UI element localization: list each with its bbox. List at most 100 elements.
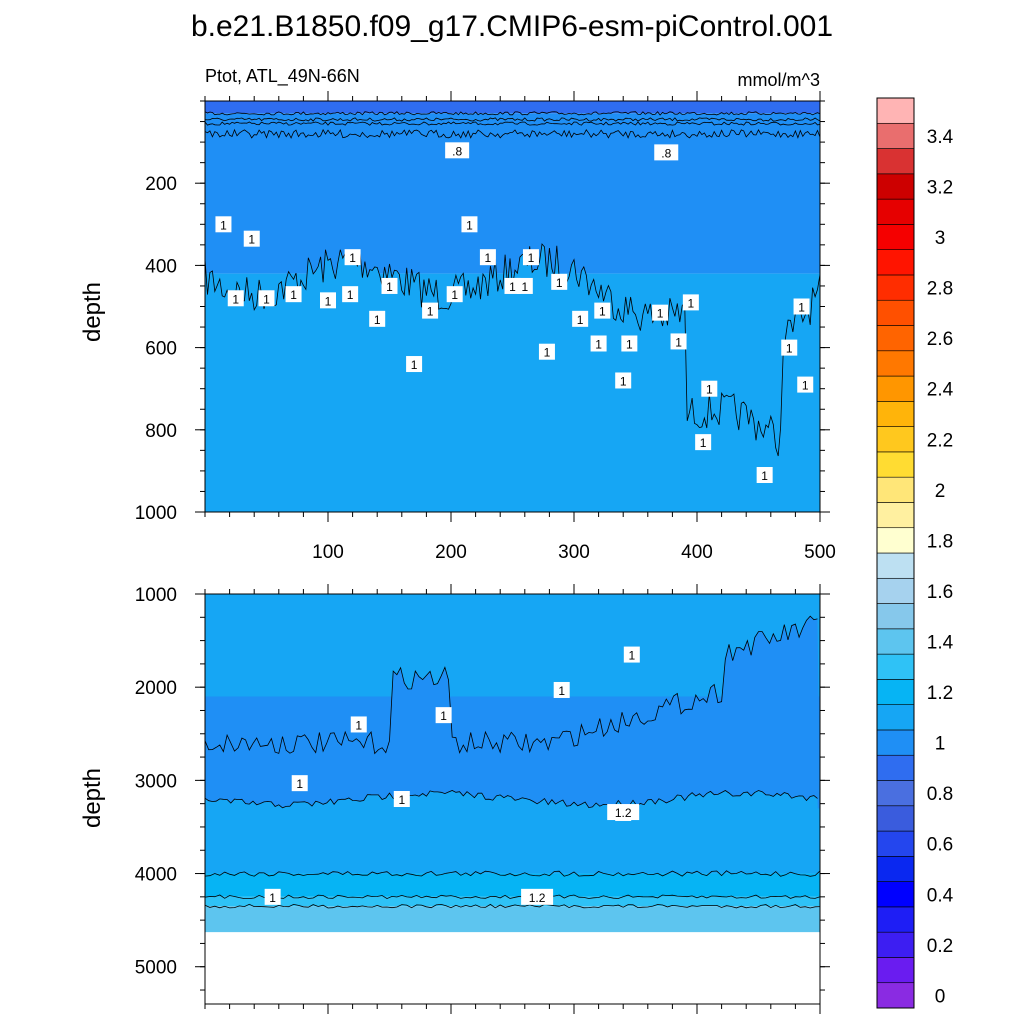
colorbar-swatch-0 [876,982,915,1009]
colorbar-swatch-10 [876,729,915,756]
colorbar-swatch-29 [876,249,915,276]
contour-label-bg-upper-34 [797,376,814,393]
colorbar-swatch-34 [876,122,915,149]
left-label: Ptot, ATL_49N-66N [205,66,360,87]
colorbar-label-16: 3.2 [927,177,953,198]
colorbar-swatch-20 [876,476,915,503]
contour-label-bg-upper-28 [682,294,699,311]
contour-label-upper-24: 1 [620,374,627,388]
contour-label-lower-9: 1.2 [615,806,632,820]
colorbar-swatch-26 [876,325,915,352]
colorbar-swatch-4 [876,881,915,908]
upper-y-axis-label: depth [79,282,106,342]
contour-line-upper-surface-2 [204,121,821,126]
contour-label-bg-upper-4 [227,290,244,307]
contour-label-bg-upper-31 [756,467,773,484]
contour-label-upper-0: .8 [452,144,462,158]
region-fill-lower-4 [205,896,820,907]
colorbar-label-4: 0.8 [927,784,953,805]
colorbar-label-1: 0.2 [927,936,953,957]
contour-label-bg-upper-21 [572,310,589,327]
contour-line-upper-surface-0 [204,111,821,116]
contour-line-upper-surface-1 [204,117,821,122]
colorbar-frame [876,97,915,1009]
contour-label-upper-1: .8 [661,146,671,160]
colorbar-label-6: 1.2 [927,683,953,704]
contour-region-upper-1 [205,244,820,512]
y-tick-label-lower-2: 3000 [135,771,177,792]
contour-label-upper-22: 1 [599,305,606,319]
colorbar-label-15: 3 [935,228,946,249]
colorbar: 0 0.2 0.4 0.6 0.8 1 1.2 1.4 1.6 1.8 2 2.2 2.4 2.6 2.8 3… [876,97,954,1009]
colorbar-label-3: 0.6 [927,835,953,856]
colorbar-label-11: 2.2 [927,430,953,451]
colorbar-swatch-14 [876,628,915,655]
y-tick-label-lower-1: 2000 [135,678,177,699]
colorbar-swatch-25 [876,350,915,377]
plot-frame-lower [204,593,821,1005]
contour-line-lower-upper [204,615,818,755]
colorbar-swatch-28 [876,274,915,301]
contour-label-bg-lower-4 [291,775,308,792]
region-fill-lower-5 [205,906,820,933]
contour-label-bg-upper-14 [446,286,463,303]
x-tick-label-upper-2: 300 [558,542,590,563]
contour-line-lower-3200 [204,790,818,809]
x-tick-label-upper-1: 200 [435,542,467,563]
contour-label-bg-upper-11 [381,277,398,294]
contour-label-bg-upper-8 [344,249,361,266]
colorbar-swatch-21 [876,451,915,478]
contour-label-upper-2: 1 [220,218,227,232]
contour-label-lower-3: 1 [628,649,635,663]
contour-label-bg-upper-35 [516,277,533,294]
colorbar-swatch-24 [876,375,915,402]
colorbar-swatch-11 [876,704,915,731]
contour-label-upper-32: 1 [786,342,793,356]
contour-label-bg-upper-15 [461,216,478,233]
contour-label-upper-28: 1 [688,296,695,310]
contour-label-bg-upper-32 [781,339,798,356]
contour-label-bg-upper-12 [406,356,423,373]
contour-label-lower-4: 1 [296,777,303,791]
contour-label-bg-lower-5 [393,791,410,807]
colorbar-swatch-33 [876,148,915,175]
colorbar-swatch-13 [876,653,915,680]
contour-label-bg-upper-5 [258,290,275,307]
colorbar-swatch-17 [876,552,915,579]
contour-label-upper-4: 1 [232,292,239,306]
colorbar-swatch-27 [876,299,915,326]
contour-label-bg-upper-2 [215,216,232,233]
colorbar-swatch-15 [876,603,915,630]
contour-label-bg-upper-7 [320,292,336,309]
colorbar-swatch-23 [876,401,915,427]
contour-label-bg-upper-9 [342,286,359,303]
y-tick-label-lower-3: 4000 [135,865,177,886]
colorbar-swatch-2 [876,931,915,958]
contour-label-bg-upper-33 [793,298,810,315]
colorbar-swatch-18 [876,527,915,554]
y-tick-label-lower-0: 1000 [135,585,177,606]
region-fill-upper-1 [205,113,820,274]
colorbar-swatch-3 [876,906,915,933]
contour-label-bg-upper-10 [369,310,386,327]
contour-label-bg-upper-17 [504,277,521,294]
contour-label-upper-9: 1 [347,288,354,302]
contour-label-upper-21: 1 [577,313,584,327]
colorbar-swatch-12 [876,679,915,705]
colorbar-label-0: 0 [935,986,946,1007]
units-label: mmol/m^3 [738,70,820,90]
colorbar-swatch-16 [876,577,915,604]
colorbar-swatch-35 [876,97,915,124]
y-tick-label-upper-1: 400 [145,256,177,277]
colorbar-label-2: 0.4 [927,885,954,906]
contour-label-upper-33: 1 [798,301,805,315]
contour-line-lower-4350 [204,903,821,909]
colorbar-swatch-8 [876,780,915,807]
colorbar-label-10: 2 [935,481,946,502]
contour-label-upper-6: 1 [290,288,297,302]
contour-region-lower-1 [205,790,820,874]
contour-label-upper-25: 1 [626,337,633,351]
contour-label-lower-2: 1 [558,684,565,698]
contour-line-lower-4000 [204,870,821,877]
